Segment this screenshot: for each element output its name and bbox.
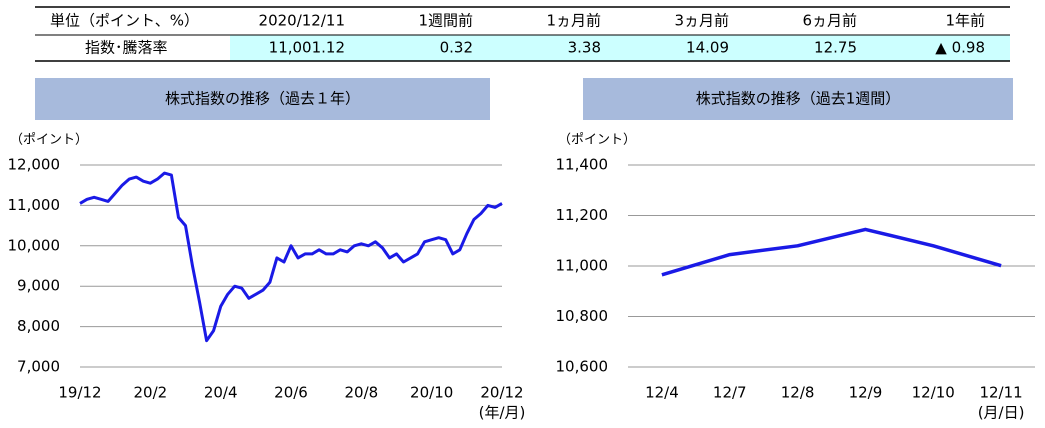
y-axis-label: （ポイント） <box>558 133 636 148</box>
table-cell: 3.38 <box>568 39 601 57</box>
y-tick-label: 11,000 <box>556 257 609 275</box>
y-axis-label: （ポイント） <box>10 133 88 148</box>
x-tick-label: 12/10 <box>912 384 955 402</box>
table-header-cell: 3ヵ月前 <box>674 12 729 30</box>
x-tick-label: 20/8 <box>344 384 378 402</box>
line-series <box>661 227 1002 277</box>
x-tick-label: 20/4 <box>204 384 238 402</box>
y-tick-label: 11,000 <box>8 196 61 214</box>
chart-title: 株式指数の推移（過去１年） <box>165 90 360 108</box>
table-cell: 指数･騰落率 <box>85 39 168 57</box>
line-series <box>79 171 503 343</box>
x-tick-label: 12/4 <box>645 384 679 402</box>
table-header-cell: 1年前 <box>945 12 985 30</box>
x-tick-label: 20/12 <box>480 384 523 402</box>
y-tick-label: 7,000 <box>17 358 60 376</box>
x-tick-label: 12/7 <box>713 384 747 402</box>
y-tick-label: 8,000 <box>17 317 60 335</box>
y-tick-label: 11,200 <box>556 206 609 224</box>
table-cell: 14.09 <box>686 39 729 57</box>
y-tick-label: 10,800 <box>556 307 609 325</box>
table-row-bg <box>230 35 1010 61</box>
y-tick-label: 9,000 <box>17 277 60 295</box>
y-tick-label: 10,000 <box>8 236 61 254</box>
x-tick-label: 12/9 <box>849 384 883 402</box>
x-tick-label: 20/10 <box>410 384 453 402</box>
x-tick-label: 19/12 <box>58 384 101 402</box>
y-tick-label: 11,400 <box>556 156 609 174</box>
x-tick-label: 20/6 <box>274 384 308 402</box>
x-tick-label: 12/11 <box>979 384 1022 402</box>
x-tick-label: 20/2 <box>133 384 167 402</box>
y-tick-label: 10,600 <box>556 358 609 376</box>
table-cell: 0.32 <box>440 39 473 57</box>
table-header-cell: 1ヵ月前 <box>546 12 601 30</box>
table-header-cell: 2020/12/11 <box>259 12 345 30</box>
x-axis-label: (月/日) <box>978 404 1025 422</box>
table-cell: 12.75 <box>814 39 857 57</box>
table-cell: ▲ 0.98 <box>935 39 985 57</box>
table-header-cell: 1週間前 <box>418 12 473 30</box>
table-header-cell: 6ヵ月前 <box>802 12 857 30</box>
chart-title: 株式指数の推移（過去1週間） <box>696 90 901 108</box>
table-header-cell: 単位（ポイント、%） <box>50 12 199 30</box>
x-axis-label: (年/月) <box>479 404 526 422</box>
chart-title-box <box>35 78 490 120</box>
x-tick-label: 12/8 <box>781 384 815 402</box>
chart-title-box <box>583 78 1013 120</box>
table-cell: 11,001.12 <box>269 39 345 57</box>
y-tick-label: 12,000 <box>8 156 61 174</box>
